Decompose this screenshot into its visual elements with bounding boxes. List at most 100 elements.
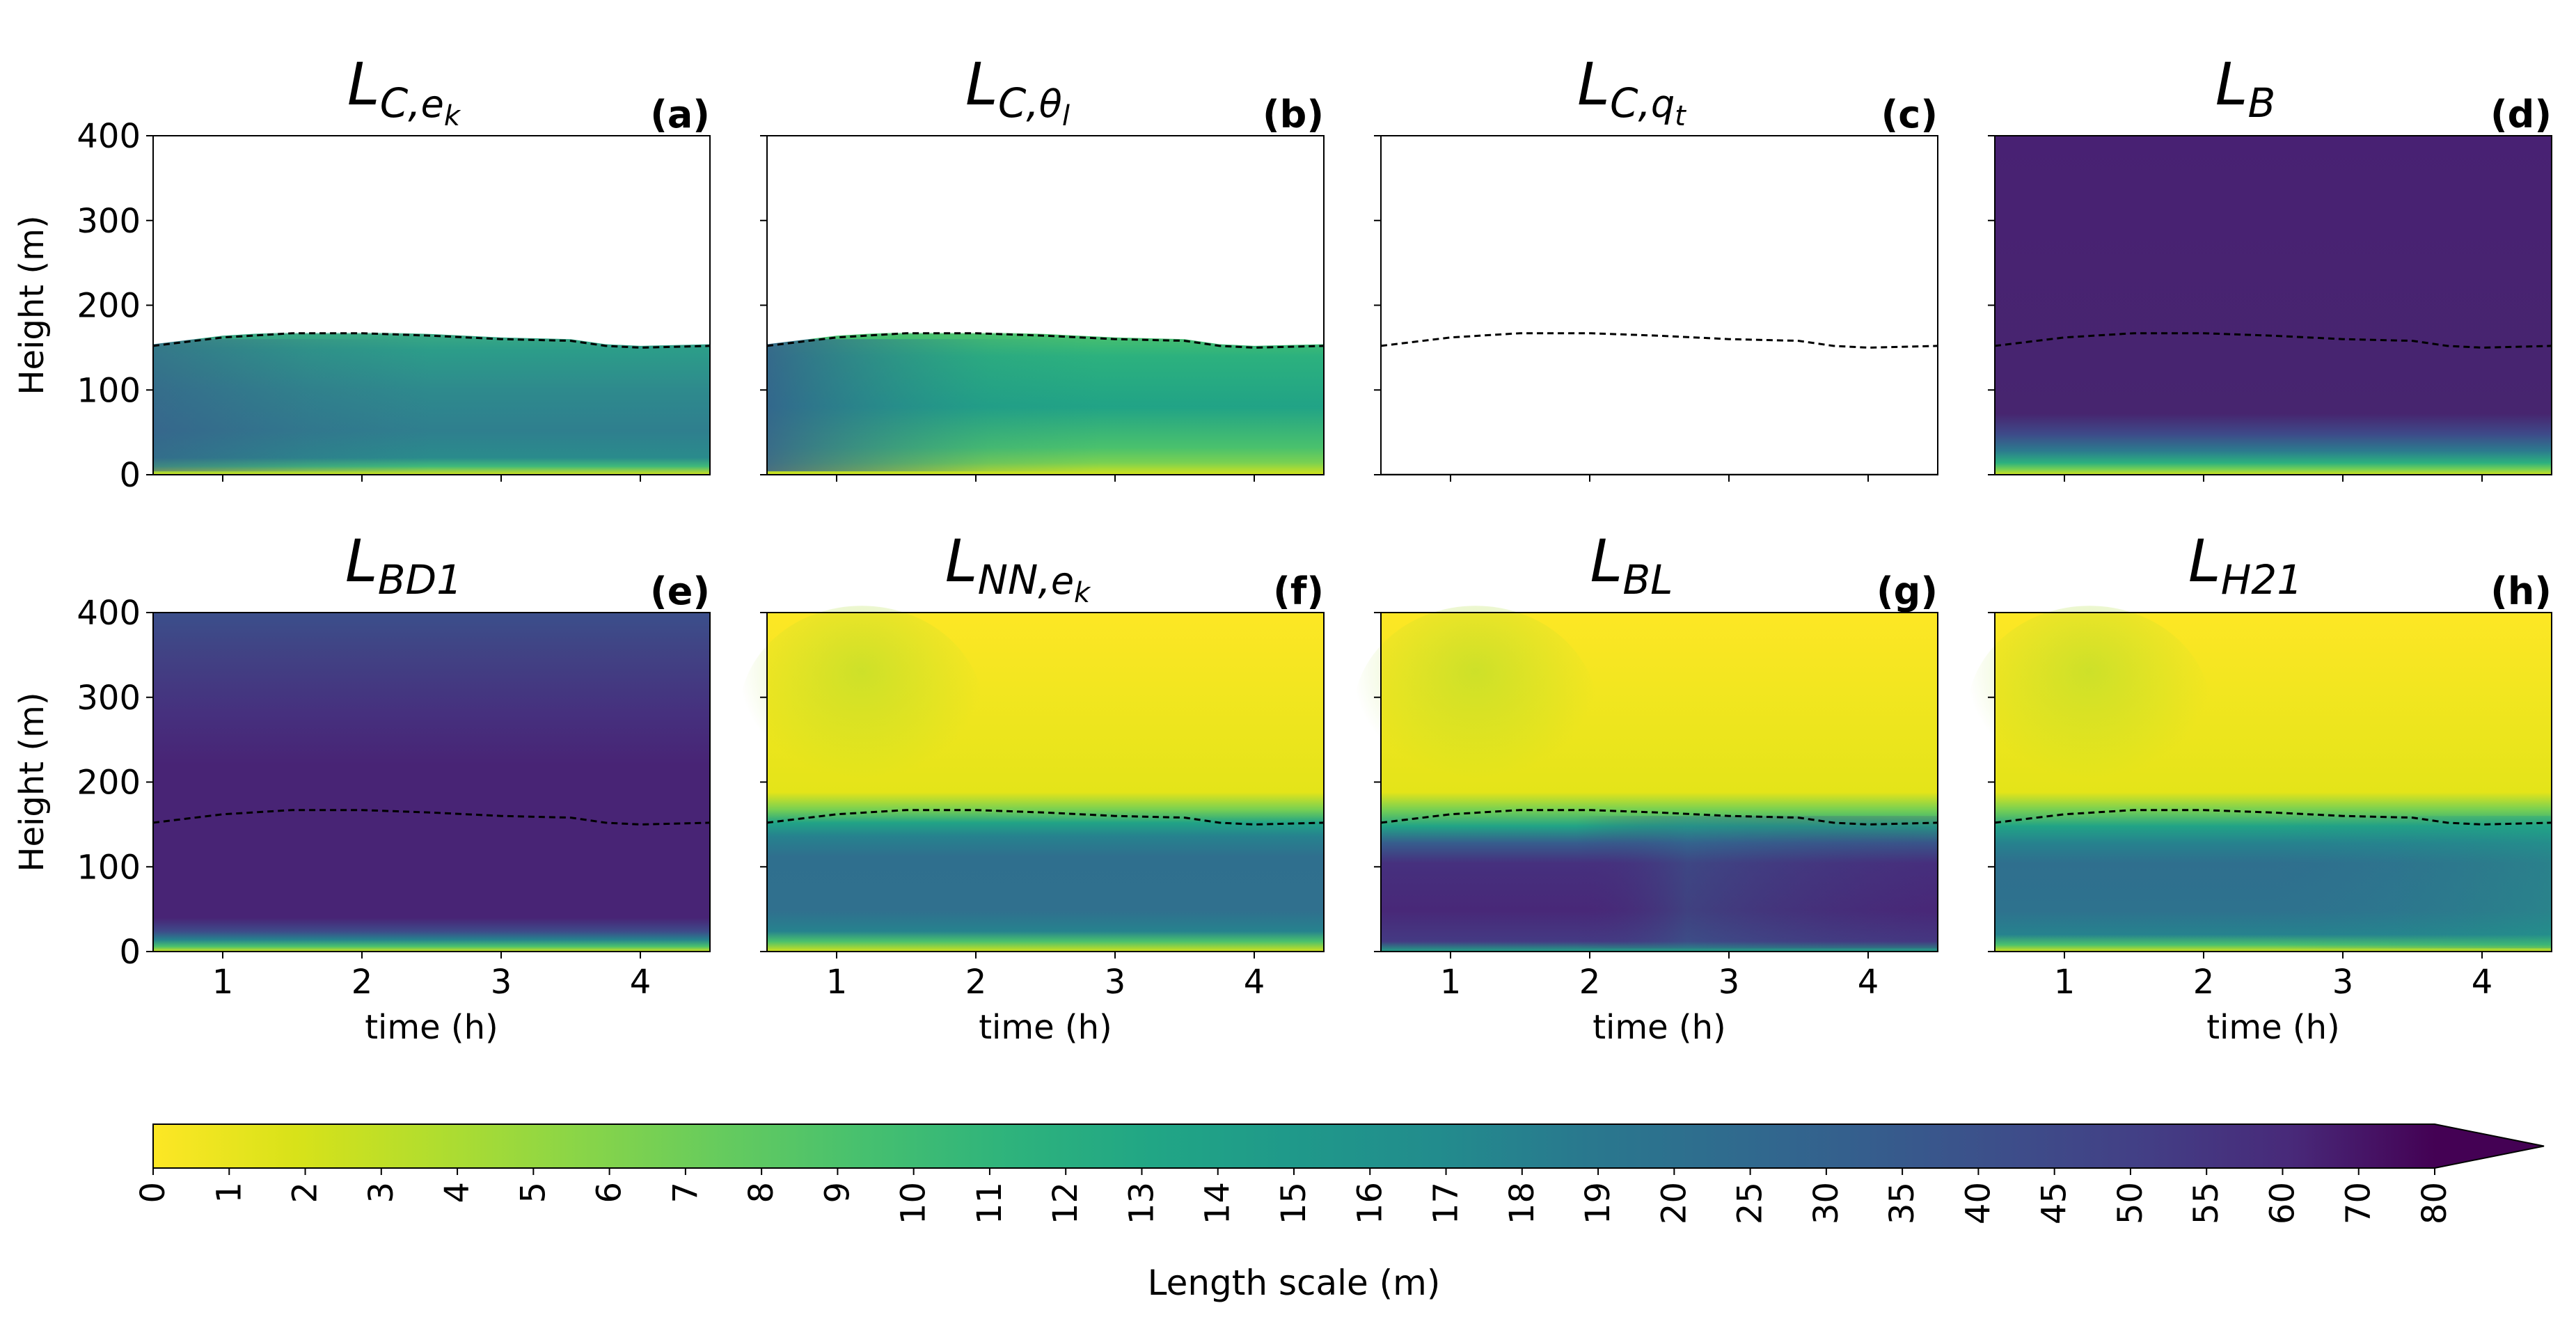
colorbar-tick-label: 4 [438,1182,477,1204]
title-subscript: BL [1622,556,1673,604]
title-subscript: B [2248,79,2276,127]
title-symbol: L [1590,527,1623,595]
x-axis-label: time (h) [2206,1008,2340,1047]
title-symbol: L [965,50,998,118]
y-tick-label: 400 [77,594,141,633]
title-subscript-index: k [1074,577,1091,609]
panel-tag: (a) [650,93,710,136]
panel-title: LB [2215,50,2276,127]
title-subscript: C, [380,79,421,127]
panel-title: LBD1 [345,527,462,604]
y-tick-label: 400 [77,117,141,156]
title-subscript-var: θ [1039,82,1062,126]
colorbar-extend-arrow [2435,1124,2544,1168]
panel-title: LC,ek [347,50,461,132]
x-tick-label: 3 [1105,963,1126,1002]
title-subscript: NN, [978,556,1051,604]
x-tick-label: 4 [1858,963,1879,1002]
x-tick-label: 1 [826,963,848,1002]
title-symbol: L [2215,50,2248,118]
x-axis-label: time (h) [1593,1008,1726,1047]
panel-tag: (d) [2490,93,2552,136]
panel-a: 0 100 200 300 400 Height (m) (a) LC,ek [13,50,711,495]
colorbar-tick-label: 6 [590,1182,629,1204]
colorbar-tick-label: 40 [1959,1182,1998,1224]
title-subscript-var: q [1651,82,1675,126]
colorbar-tick-label: 55 [2187,1182,2226,1224]
heatmap-variation [767,339,1324,472]
x-axis-label: time (h) [365,1008,498,1047]
colorbar-tick-label: 13 [1122,1182,1161,1224]
boundary-layer-line [1994,809,2552,826]
x-tick-label: 2 [1579,963,1601,1002]
panel-c: (c) LC,qt [1374,50,1938,482]
colorbar-tick-label: 7 [666,1182,705,1204]
colorbar-tick-label: 35 [1883,1182,1922,1224]
colorbar-tick-label: 60 [2263,1182,2302,1224]
colorbar-tick-label: 14 [1199,1182,1238,1224]
heatmap-field [153,613,710,952]
panel-e: 0 100 200 300 400 1 2 3 4 Height (m) time (h) (e) LB… [13,527,711,1047]
heatmap-field [1995,136,2552,475]
y-axis-label: Height (m) [13,215,52,395]
title-subscript: C, [1610,79,1651,127]
y-tick-label: 200 [77,764,141,803]
panel-tag: (g) [1876,569,1938,613]
heatmap-plume [1353,606,1598,823]
heatmap-variation [1381,816,1938,949]
y-tick-label: 300 [77,202,141,241]
panel-title: LNN,ek [945,527,1091,609]
title-subscript-var: e [421,82,444,126]
colorbar-tick-label: 20 [1654,1182,1693,1224]
colorbar-tick-label: 80 [2415,1182,2454,1224]
panel-b: (b) LC,θl [760,50,1325,482]
heatmap-field [1381,136,1938,475]
heatmap-variation [1995,816,2552,949]
colorbar-tick-label: 0 [134,1182,173,1204]
x-tick-label: 2 [351,963,373,1002]
panel-g: 1 2 3 4 time (h) (g) LBL [1353,527,1938,1047]
title-subscript-index: t [1675,100,1686,132]
x-tick-label: 1 [212,963,234,1002]
colorbar-tick-label: 8 [742,1182,781,1204]
x-tick-label: 4 [1244,963,1265,1002]
panel-tag: (b) [1263,93,1324,136]
y-tick-label: 100 [77,848,141,887]
x-tick-label: 4 [630,963,651,1002]
heatmap-plume [739,606,984,823]
colorbar-gradient [153,1124,2435,1168]
title-symbol: L [1577,50,1610,118]
y-tick-label: 0 [119,456,141,495]
panel-tag: (h) [2490,569,2552,613]
colorbar-label: Length scale (m) [1148,1263,1441,1303]
title-symbol: L [345,527,378,595]
colorbar-tick-label: 19 [1579,1182,1618,1224]
title-symbol: L [2188,527,2221,595]
colorbar-tick-label: 9 [818,1182,857,1204]
title-subscript-index: l [1062,100,1070,132]
colorbar-tick-label: 5 [514,1182,553,1204]
y-tick-label: 200 [77,287,141,326]
colorbar-tick-label: 2 [286,1182,325,1204]
boundary-layer-line [766,809,1325,826]
y-axis-label: Height (m) [13,692,52,872]
x-axis-label: time (h) [979,1008,1112,1047]
colorbar-tick-label: 30 [1807,1182,1846,1224]
heatmap-variation [153,339,710,472]
panel-d: (d) LB [1988,50,2552,482]
heatmap-plume [1967,606,2212,823]
panel-title: LC,θl [965,50,1070,132]
title-subscript-index: k [444,100,461,132]
colorbar-tick-label: 1 [210,1182,248,1204]
colorbar-tick-label: 50 [2111,1182,2150,1224]
colorbar-tick-label: 16 [1350,1182,1389,1224]
panel-title: LBL [1590,527,1673,604]
colorbar-tick-label: 11 [970,1182,1009,1224]
y-tick-label: 300 [77,679,141,718]
colorbar: 0 1 2 3 4 5 6 7 8 9 10 11 12 13 14 15 16 17 18 19 20 25 30 35 40… [134,1123,2545,1303]
title-subscript: H21 [2221,556,2302,604]
colorbar-tick-label: 12 [1046,1182,1085,1224]
panel-tag: (f) [1273,569,1324,613]
boundary-layer-line [1380,809,1938,826]
